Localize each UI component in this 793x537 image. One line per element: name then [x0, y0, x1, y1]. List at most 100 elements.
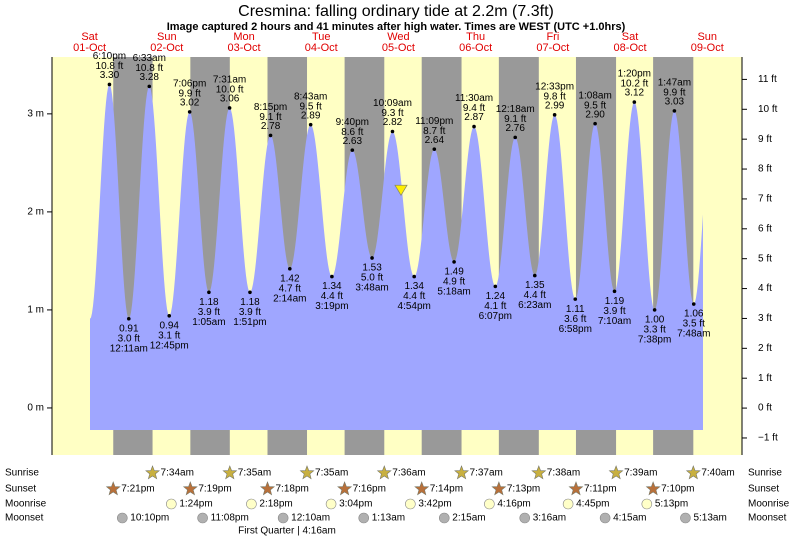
extreme-ft: 9.5 ft	[300, 101, 322, 112]
moonrise-icon	[166, 498, 177, 510]
y2-tick-label: 2 ft	[758, 343, 772, 354]
extreme-ft: 9.9 ft	[179, 89, 201, 100]
day-date: 09-Oct	[691, 42, 724, 54]
row-label-right: Moonrise	[748, 499, 790, 510]
sunset-time: 7:19pm	[198, 484, 231, 495]
extreme-time: 10:09am	[373, 98, 412, 109]
day-name: Sat	[81, 31, 98, 43]
sunrise-time: 7:34am	[161, 468, 194, 479]
extreme-dot	[432, 147, 437, 151]
sunrise-time: 7:36am	[392, 468, 425, 479]
row-label-right: Sunrise	[748, 468, 782, 479]
extreme-m: 1.34	[322, 281, 342, 292]
row-label: Sunset	[5, 484, 36, 495]
row-label-right: Sunset	[748, 484, 779, 495]
extreme-dot	[227, 106, 232, 110]
extreme-time: 11:30am	[455, 93, 493, 104]
extreme-m: 3.03	[665, 97, 685, 108]
extreme-dot	[532, 273, 537, 278]
moonset-icon	[197, 512, 208, 524]
y2-tick-label: −1 ft	[758, 433, 778, 444]
moonset-time: 5:13am	[693, 513, 726, 524]
extreme-dot	[672, 109, 677, 113]
extreme-m: 2.64	[425, 135, 445, 146]
extreme-dot	[691, 302, 696, 306]
extreme-dot	[167, 313, 172, 318]
moonset-icon	[519, 512, 531, 524]
extreme-dot	[412, 274, 416, 279]
moonrise-time: 4:16pm	[497, 499, 530, 510]
extreme-ft: 9.3 ft	[381, 108, 403, 119]
extreme-m: 0.91	[119, 323, 139, 334]
extreme-time: 8:43am	[294, 91, 327, 102]
sunset-time: 7:18pm	[276, 484, 309, 495]
sunrise-icon	[376, 465, 392, 480]
moonrise-time: 4:45pm	[576, 499, 609, 510]
sunset-time: 7:14pm	[430, 484, 463, 495]
sunset-icon	[491, 481, 507, 496]
subtitle: Image captured 2 hours and 41 minutes af…	[167, 21, 626, 33]
extreme-ft: 3.9 ft	[198, 307, 220, 318]
moonset-icon	[599, 512, 611, 524]
extreme-dot	[632, 100, 637, 104]
extreme-ft: 10.8 ft	[96, 61, 124, 72]
extreme-ft: 4.4 ft	[403, 291, 425, 302]
sunrise-time: 7:37am	[470, 468, 503, 479]
extreme-m: 1.19	[605, 296, 625, 307]
current-marker	[394, 184, 408, 197]
moonset-time: 12:10am	[291, 513, 330, 524]
day-name: Wed	[387, 31, 409, 43]
extreme-m: 3.02	[180, 98, 200, 109]
extreme-m: 2.76	[505, 123, 525, 134]
sunrise-icon	[222, 465, 238, 480]
extreme-ft: 9.1 ft	[259, 112, 281, 123]
tide-area	[90, 84, 703, 430]
row-label: Moonrise	[5, 499, 47, 510]
extreme-time: 6:07pm	[479, 311, 512, 322]
sunrise-time: 7:40am	[701, 468, 734, 479]
sunset-time: 7:16pm	[353, 484, 386, 495]
extreme-dot	[308, 122, 313, 127]
moonrise-icon	[484, 498, 495, 510]
extreme-dot	[390, 129, 395, 134]
extreme-time: 1:51pm	[233, 317, 266, 328]
extreme-m: 1.34	[404, 281, 424, 292]
moonrise-icon	[325, 498, 337, 510]
sunrise-icon	[145, 465, 161, 480]
extreme-time: 6:58pm	[559, 324, 592, 335]
extreme-time: 5:18am	[437, 287, 470, 298]
extreme-time: 3:19pm	[315, 301, 348, 312]
extreme-time: 6:10pm	[93, 51, 126, 62]
extreme-ft: 4.1 ft	[484, 301, 506, 312]
extreme-dot	[573, 297, 578, 301]
extreme-time: 1:05am	[192, 317, 225, 328]
extreme-ft: 10.2 ft	[620, 79, 648, 90]
extreme-ft: 4.4 ft	[524, 290, 546, 301]
extreme-time: 3:48am	[355, 283, 388, 294]
sunset-time: 7:21pm	[121, 484, 154, 495]
y2-tick-label: 3 ft	[758, 313, 772, 324]
extreme-ft: 9.5 ft	[584, 100, 606, 111]
sunset-icon	[645, 481, 661, 496]
sunset-icon	[259, 481, 276, 496]
extreme-m: 2.87	[464, 112, 484, 123]
extreme-time: 9:40pm	[336, 117, 369, 128]
moonset-icon	[358, 512, 370, 524]
extreme-ft: 3.3 ft	[643, 325, 665, 336]
extreme-m: 1.49	[444, 267, 464, 278]
moonset-icon	[117, 512, 128, 524]
moonset-icon	[277, 512, 289, 524]
sunrise-time: 7:38am	[547, 468, 580, 479]
day-name: Mon	[233, 31, 254, 43]
extreme-ft: 3.6 ft	[564, 314, 586, 325]
extreme-m: 1.11	[566, 304, 585, 315]
extreme-time: 6:23am	[518, 300, 551, 311]
y2-tick-label: 4 ft	[758, 283, 772, 294]
extreme-ft: 4.4 ft	[321, 291, 343, 302]
day-name: Sat	[622, 31, 639, 43]
extreme-time: 7:38pm	[638, 335, 671, 346]
day-date: 05-Oct	[382, 42, 415, 54]
day-date: 03-Oct	[228, 42, 261, 54]
extreme-time: 12:18am	[496, 104, 535, 115]
extreme-time: 4:54pm	[398, 301, 431, 312]
